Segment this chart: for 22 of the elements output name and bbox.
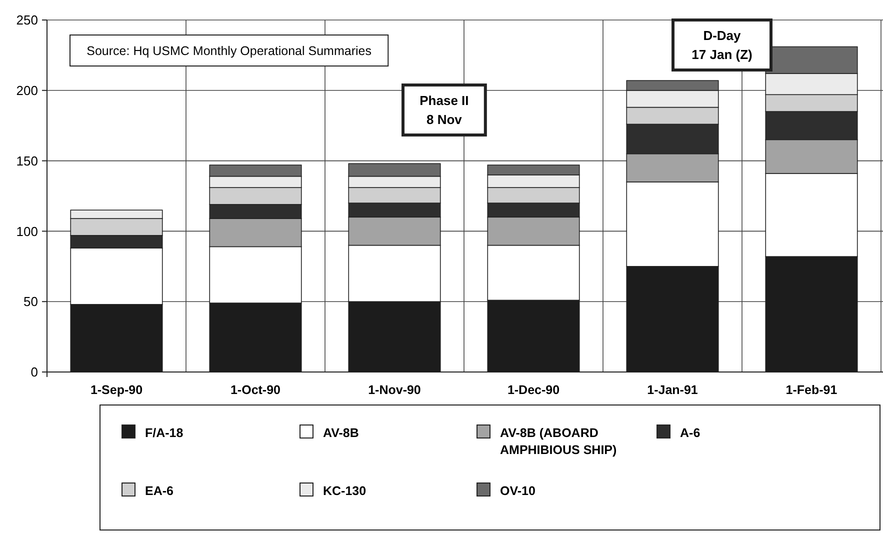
y-tick-label: 50	[24, 294, 38, 310]
annotation: Phase II 8 Nov	[420, 93, 469, 127]
x-tick-label: 1-Sep-90	[90, 383, 143, 397]
legend-label: KC-130	[323, 484, 366, 498]
x-tick-label: 1-Feb-91	[786, 383, 838, 397]
x-tick-label: 1-Oct-90	[230, 383, 281, 397]
legend-label: EA-6	[145, 484, 174, 498]
y-tick-label: 0	[30, 364, 38, 380]
annotation: Source: Hq USMC Monthly Operational Summaries	[86, 44, 372, 58]
y-tick-label: 250	[16, 12, 38, 28]
x-tick-label: 1-Dec-90	[507, 383, 560, 397]
x-tick-label: 1-Nov-90	[368, 383, 421, 397]
annotation: D-Day 17 Jan (Z)	[692, 28, 752, 62]
legend-label: OV-10	[500, 484, 536, 498]
y-tick-label: 200	[16, 82, 38, 98]
legend-label: A-6	[680, 426, 700, 440]
legend-label: AV-8B (ABOARD AMPHIBIOUS SHIP)	[500, 426, 617, 457]
legend-label: AV-8B	[323, 426, 359, 440]
x-tick-label: 1-Jan-91	[647, 383, 698, 397]
y-tick-label: 150	[16, 153, 38, 168]
legend-label: F/A-18	[145, 426, 184, 440]
y-tick-label: 100	[16, 224, 38, 239]
